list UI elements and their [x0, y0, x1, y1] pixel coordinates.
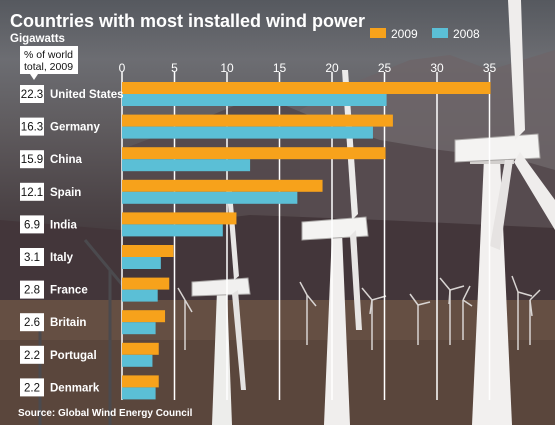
bar-2009 [122, 114, 393, 127]
bar-2009 [122, 342, 159, 355]
chart-legend: 2009 2008 [370, 27, 480, 41]
bar-2009 [122, 179, 323, 192]
share-value: 16.3 [21, 122, 43, 134]
category-label: China [50, 154, 83, 166]
bars [122, 82, 491, 400]
share-box [20, 150, 44, 169]
chart-subtitle: Gigawatts [10, 33, 65, 45]
chart-source: Source: Global Wind Energy Council [18, 408, 193, 419]
category-labels: 22.3 United States 16.3 Germany 15.9 China 12.… [20, 85, 124, 397]
share-value: 12.1 [21, 187, 43, 199]
share-value: 2.8 [24, 285, 40, 297]
share-header-box [20, 46, 78, 74]
category-label: Spain [50, 187, 81, 199]
share-column-header: % of world total, 2009 [20, 46, 78, 80]
share-box [20, 280, 44, 299]
legend-label-2009: 2009 [391, 27, 418, 41]
share-box [20, 313, 44, 332]
share-value: 6.9 [24, 219, 40, 231]
category-label: France [50, 285, 88, 297]
share-header-line-2: total, 2009 [24, 61, 73, 73]
bar-2009 [122, 310, 166, 323]
bar-2008 [122, 289, 158, 302]
category-label: United States [50, 89, 124, 101]
legend-swatch-2009 [370, 28, 386, 38]
x-tick-label: 15 [273, 61, 287, 75]
x-tick-label: 10 [220, 61, 234, 75]
bar-2008 [122, 94, 387, 106]
bar-2008 [122, 322, 156, 335]
x-tick-label: 30 [430, 61, 444, 75]
share-box [20, 248, 44, 266]
share-box [20, 345, 44, 364]
category-label: Portugal [50, 350, 97, 362]
category-label: Denmark [50, 382, 100, 394]
share-header-line-1: % of world [24, 49, 73, 61]
category-label: Germany [50, 122, 100, 134]
bar-2008 [122, 191, 298, 204]
x-tick-label: 0 [119, 61, 126, 75]
x-tick-label: 35 [483, 61, 497, 75]
bar-2009 [122, 212, 237, 225]
category-label: Britain [50, 317, 86, 329]
share-value: 2.6 [24, 317, 40, 329]
share-box [20, 117, 44, 136]
share-value: 22.3 [21, 89, 43, 101]
x-axis-ticks: 0 5 10 15 20 25 30 35 [119, 61, 497, 75]
legend-swatch-2008 [432, 28, 448, 38]
category-label: Italy [50, 252, 74, 264]
share-box [20, 378, 44, 397]
share-header-pointer [30, 74, 38, 80]
share-box [20, 215, 44, 234]
bar-2008 [122, 387, 156, 400]
bar-2009 [122, 277, 170, 290]
share-value: 15.9 [21, 154, 43, 166]
legend-label-2008: 2008 [453, 27, 480, 41]
bar-2008 [122, 257, 161, 269]
share-box [20, 85, 44, 103]
share-value: 3.1 [24, 252, 40, 264]
bar-2008 [122, 159, 251, 172]
category-label: India [50, 219, 77, 231]
bar-2009 [122, 82, 491, 94]
x-tick-label: 20 [325, 61, 339, 75]
bar-2009 [122, 147, 386, 160]
bar-2008 [122, 354, 153, 367]
chart-title: Countries with most installed wind power [10, 11, 365, 31]
bar-2008 [122, 224, 223, 237]
bar-2008 [122, 126, 373, 139]
share-box [20, 182, 44, 201]
x-tick-label: 5 [171, 61, 178, 75]
share-value: 2.2 [24, 382, 40, 394]
share-value: 2.2 [24, 350, 40, 362]
x-tick-label: 25 [378, 61, 392, 75]
bar-2009 [122, 245, 174, 257]
bar-2009 [122, 375, 159, 388]
